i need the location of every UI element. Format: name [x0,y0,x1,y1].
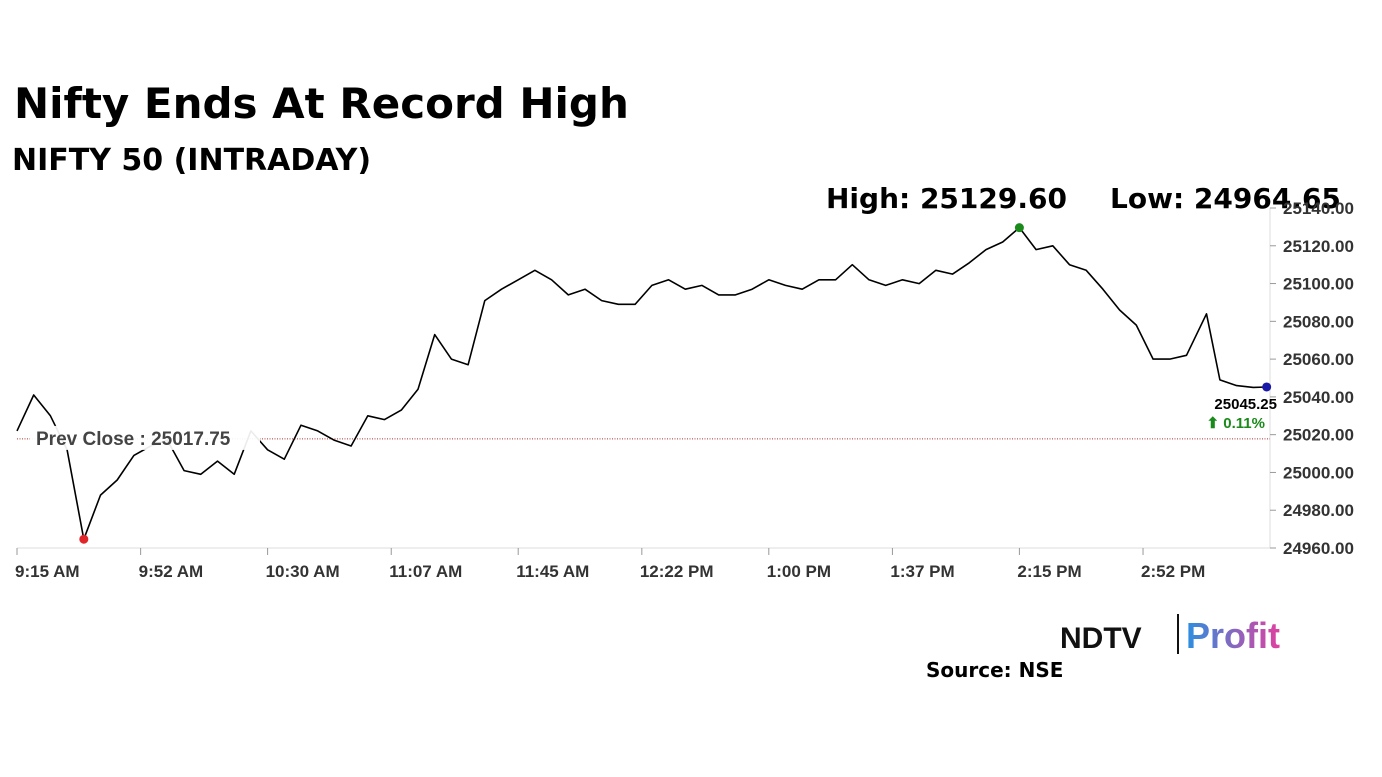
x-tick-label: 11:07 AM [389,562,462,581]
y-tick-label: 25000.00 [1283,463,1354,482]
y-tick-label: 25040.00 [1283,388,1354,407]
prev-close-label-bg [30,425,260,450]
source: Source: NSE [926,658,1063,682]
y-tick-label: 25120.00 [1283,237,1354,256]
y-tick-label: 25080.00 [1283,312,1354,331]
y-tick-label: 25020.00 [1283,426,1354,445]
y-tick-label: 24960.00 [1283,539,1354,558]
y-tick-label: 25060.00 [1283,350,1354,369]
y-tick-label: 25140.00 [1283,199,1354,218]
logo-brand: NDTV [1060,622,1142,655]
x-tick-label: 11:45 AM [516,562,589,581]
logo-name: Profit [1186,615,1280,656]
prev-close-label: Prev Close : 25017.75 [36,429,231,450]
high-marker [1014,223,1024,233]
x-tick-label: 9:52 AM [139,562,204,581]
low-marker [79,534,89,544]
x-tick-label: 1:37 PM [890,562,954,581]
x-tick-label: 1:00 PM [767,562,831,581]
last-value-label: 25045.25 [1214,396,1277,413]
x-tick-label: 10:30 AM [266,562,340,581]
chart-title: Nifty Ends At Record High [14,79,629,128]
last-marker [1262,382,1272,392]
logo: NDTV Profit [1060,614,1280,656]
x-tick-label: 2:52 PM [1141,562,1205,581]
price-line [16,226,1267,540]
x-tick-label: 12:22 PM [640,562,714,581]
y-tick-label: 24980.00 [1283,501,1354,520]
x-tick-label: 9:15 AM [15,562,80,581]
change-label: ⬆ 0.11% [1207,415,1265,432]
y-tick-label: 25100.00 [1283,275,1354,294]
chart-subtitle: NIFTY 50 (INTRADAY) [12,143,371,178]
low-label: Low: 24964.65 [1110,182,1341,215]
x-tick-label: 2:15 PM [1017,562,1081,581]
high-label: High: 25129.60 [826,182,1067,215]
